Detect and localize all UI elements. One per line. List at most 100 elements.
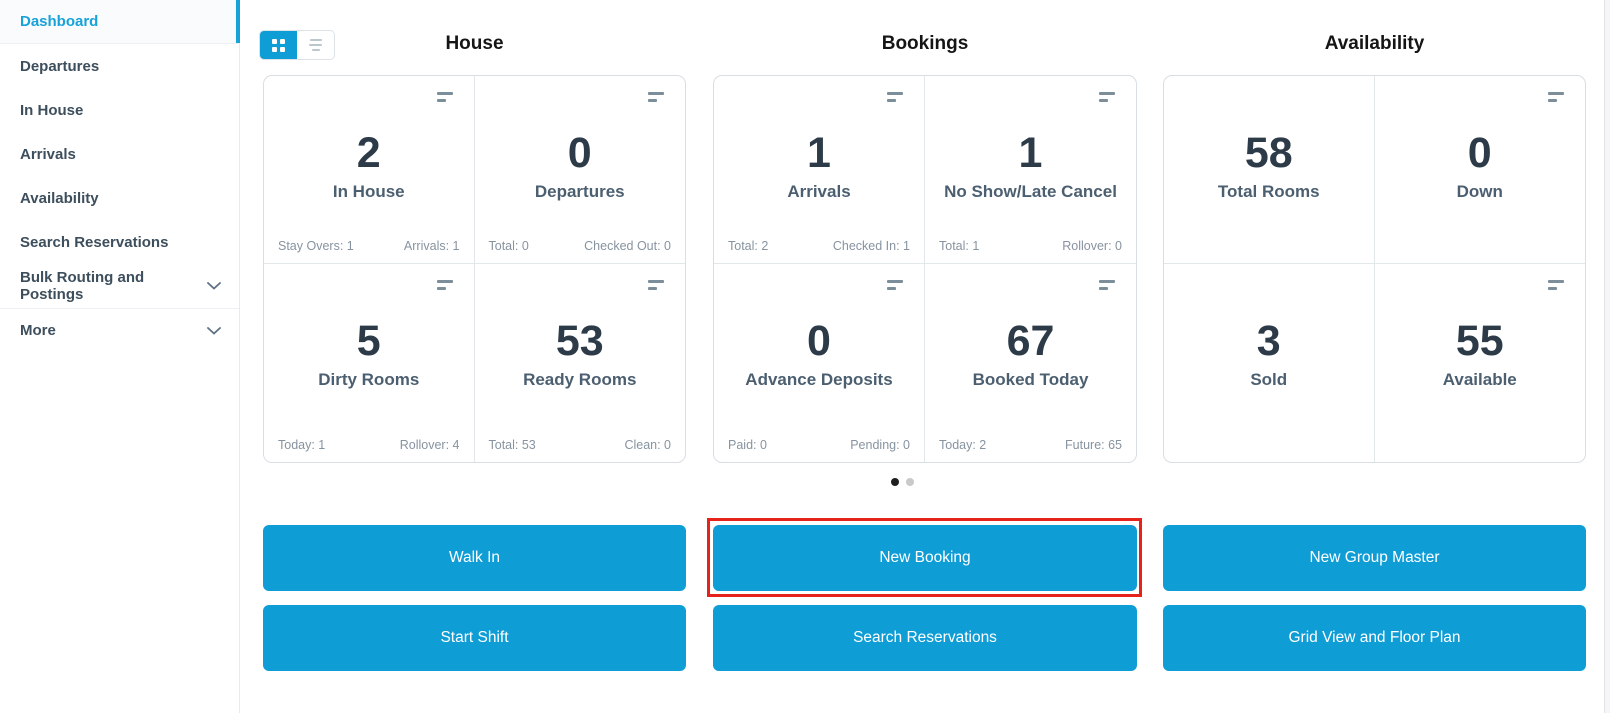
footer-right: Clean: 0 — [624, 438, 671, 452]
stat-value: 2 — [356, 129, 381, 177]
stat-label: Sold — [1250, 370, 1288, 389]
chevron-down-icon — [207, 282, 221, 290]
stat-label: Booked Today — [972, 370, 1089, 389]
card-footer: Total: 2 Checked In: 1 — [728, 239, 910, 253]
sidebar-item-in-house[interactable]: In House — [0, 88, 239, 132]
card-footer: Today: 2 Future: 65 — [939, 438, 1122, 452]
stat-label: Departures — [534, 182, 625, 201]
stat-label: Advance Deposits — [745, 370, 893, 389]
stat-card-in-house[interactable]: 2 In House Stay Overs: 1 Arrivals: 1 — [264, 76, 475, 264]
stat-card-down[interactable]: 0 Down — [1374, 76, 1586, 264]
card-footer: Paid: 0 Pending: 0 — [728, 438, 910, 452]
stat-card-no-show-late-cancel[interactable]: 1 No Show/Late Cancel Total: 1 Rollover:… — [925, 76, 1136, 264]
pagination-dot-active[interactable] — [890, 478, 899, 486]
footer-right: Checked In: 1 — [832, 239, 910, 253]
card-footer: Total: 0 Checked Out: 0 — [489, 239, 672, 253]
house-panel: 2 In House Stay Overs: 1 Arrivals: 1 0 D… — [263, 75, 686, 463]
card-content: 67 Booked Today — [925, 316, 1136, 390]
stat-value: 1 — [807, 129, 831, 177]
sidebar-item-label: Availability — [20, 189, 99, 207]
sidebar-item-label: More — [20, 322, 56, 339]
section-title-bookings: Bookings — [881, 33, 969, 54]
card-menu-icon[interactable] — [1548, 92, 1565, 102]
card-footer: Stay Overs: 1 Arrivals: 1 — [278, 239, 460, 253]
sidebar-item-arrivals[interactable]: Arrivals — [0, 132, 239, 176]
section-title-house: House — [445, 33, 504, 54]
stat-label: Arrivals — [787, 182, 851, 201]
carousel-pagination — [862, 478, 942, 486]
stat-card-booked-today[interactable]: 67 Booked Today Today: 2 Future: 65 — [925, 264, 1136, 462]
stat-card-sold[interactable]: 3 Sold — [1164, 264, 1375, 462]
sidebar-item-label: Dashboard — [20, 13, 99, 30]
chevron-down-icon — [207, 326, 221, 335]
card-footer: Total: 1 Rollover: 0 — [939, 239, 1122, 253]
list-view-button[interactable] — [297, 31, 334, 59]
card-footer: Total: 53 Clean: 0 — [489, 438, 672, 452]
stat-card-departures[interactable]: 0 Departures Total: 0 Checked Out: 0 — [474, 76, 685, 264]
sidebar-item-search-reservations[interactable]: Search Reservations — [0, 220, 239, 264]
card-menu-icon[interactable] — [1548, 280, 1565, 290]
card-content: 58 Total Rooms — [1164, 128, 1374, 202]
card-content: 1 Arrivals — [714, 128, 924, 202]
sidebar-item-departures[interactable]: Departures — [0, 44, 239, 88]
stat-card-advance-deposits[interactable]: 0 Advance Deposits Paid: 0 Pending: 0 — [714, 264, 925, 462]
stat-card-arrivals[interactable]: 1 Arrivals Total: 2 Checked In: 1 — [714, 76, 925, 264]
card-content: 53 Ready Rooms — [475, 316, 686, 390]
stat-value: 0 — [807, 317, 831, 365]
card-menu-icon[interactable] — [1099, 280, 1116, 290]
bookings-panel: 1 Arrivals Total: 2 Checked In: 1 1 No S… — [713, 75, 1137, 463]
walk-in-button[interactable]: Walk In — [263, 525, 686, 591]
sidebar-item-more[interactable]: More — [0, 308, 239, 352]
footer-left: Total: 53 — [488, 438, 536, 452]
list-view-icon — [309, 39, 322, 51]
card-menu-icon[interactable] — [887, 92, 904, 102]
sidebar-item-bulk-routing-and-postings[interactable]: Bulk Routing and Postings — [0, 264, 239, 308]
stat-card-available[interactable]: 55 Available — [1375, 264, 1586, 462]
new-booking-button[interactable]: New Booking — [713, 525, 1137, 591]
section-title-availability: Availability — [1324, 33, 1425, 54]
card-content: 0 Down — [1375, 128, 1586, 202]
card-content: 2 In House — [264, 128, 474, 202]
card-content: 1 No Show/Late Cancel — [925, 128, 1136, 202]
view-toggle — [259, 30, 335, 60]
footer-left: Total: 0 — [488, 239, 529, 253]
card-menu-icon[interactable] — [1099, 92, 1116, 102]
card-content: 0 Advance Deposits — [714, 316, 924, 390]
sidebar-item-dashboard[interactable]: Dashboard — [0, 0, 240, 44]
card-menu-icon[interactable] — [648, 280, 665, 290]
stat-value: 55 — [1455, 317, 1504, 365]
footer-right: Checked Out: 0 — [584, 239, 671, 253]
footer-left: Today: 2 — [939, 438, 987, 452]
stat-card-ready-rooms[interactable]: 53 Ready Rooms Total: 53 Clean: 0 — [475, 264, 686, 462]
grid-view-button[interactable] — [260, 31, 297, 59]
search-reservations-button[interactable]: Search Reservations — [713, 605, 1137, 671]
card-menu-icon[interactable] — [648, 92, 665, 102]
stat-value: 0 — [1467, 129, 1492, 177]
start-shift-button[interactable]: Start Shift — [263, 605, 686, 671]
footer-left: Total: 1 — [939, 239, 980, 253]
stat-card-dirty-rooms[interactable]: 5 Dirty Rooms Today: 1 Rollover: 4 — [264, 264, 475, 462]
pagination-dot[interactable] — [905, 478, 914, 486]
stat-card-total-rooms[interactable]: 58 Total Rooms — [1164, 76, 1375, 264]
sidebar-item-label: Bulk Routing and Postings — [20, 269, 145, 303]
scrollbar[interactable] — [1604, 0, 1610, 713]
stat-label: Available — [1442, 370, 1517, 389]
card-content: 3 Sold — [1164, 316, 1374, 390]
card-menu-icon[interactable] — [436, 280, 454, 290]
stat-value: 0 — [567, 129, 592, 177]
sidebar-item-label: In House — [20, 101, 84, 119]
stat-label: Dirty Rooms — [318, 370, 420, 389]
card-menu-icon[interactable] — [887, 280, 904, 290]
stat-label: Down — [1456, 182, 1503, 201]
stat-value: 58 — [1244, 129, 1293, 177]
card-menu-icon[interactable] — [436, 92, 454, 102]
stat-value: 3 — [1256, 317, 1281, 365]
footer-right: Arrivals: 1 — [403, 239, 460, 253]
grid-view-floor-plan-button[interactable]: Grid View and Floor Plan — [1163, 605, 1586, 671]
sidebar-item-availability[interactable]: Availability — [0, 176, 239, 220]
card-footer: Today: 1 Rollover: 4 — [278, 438, 460, 452]
new-group-master-button[interactable]: New Group Master — [1163, 525, 1586, 591]
availability-panel: 58 Total Rooms 0 Down 3 Sold 55 Availabl… — [1163, 75, 1586, 463]
stat-value: 5 — [356, 317, 381, 365]
